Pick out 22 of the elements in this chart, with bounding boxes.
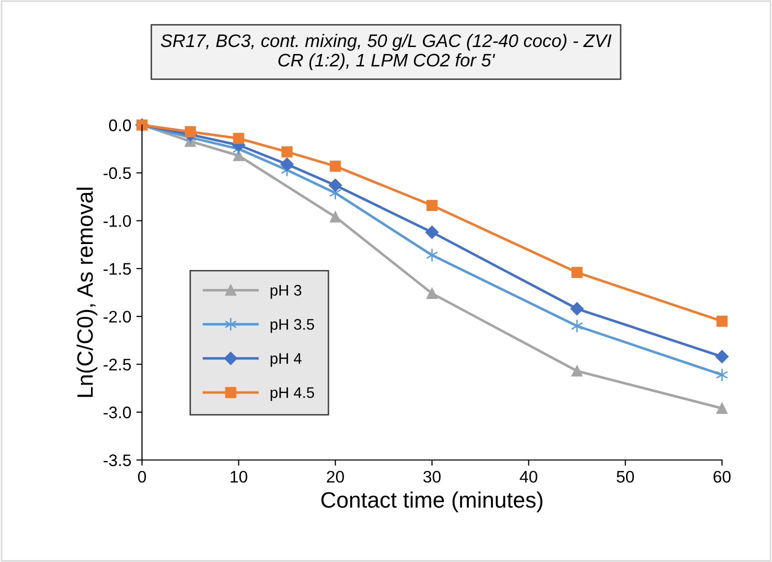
x-tick-label: 20 [326,470,344,483]
y-tick-label: -1.5 [104,263,131,275]
y-tick-label: -3.0 [104,406,131,418]
legend-label: pH 4.5 [270,387,314,402]
legend-label: pH 4 [270,353,302,367]
chart-title: SR17, BC3, cont. mixing, 50 g/L GAC (12-40 coco) - ZVI CR (1:2), 1 LPM CO2 for 5' [160,34,612,70]
y-tick-label: 0.0 [109,119,131,132]
y-tick-label: -0.5 [104,167,131,180]
y-tick-label: -2.0 [104,310,131,323]
y-tick-label: -3.5 [104,454,131,466]
x-axis-title: Contact time (minutes) [321,492,542,512]
x-tick-label: 50 [616,470,634,483]
x-tick-label: 60 [714,470,731,483]
x-tick-label: 40 [520,470,538,483]
y-tick-label: -2.5 [104,358,131,370]
y-tick-label: -1.0 [104,215,131,227]
x-tick-label: 0 [138,470,146,483]
x-tick-label: 30 [423,470,441,483]
legend-label: pH 3 [270,284,302,299]
y-axis-title: Ln(C/C0), As removal [76,188,98,397]
x-tick-label: 10 [230,470,248,483]
legend-label: pH 3.5 [270,318,314,333]
